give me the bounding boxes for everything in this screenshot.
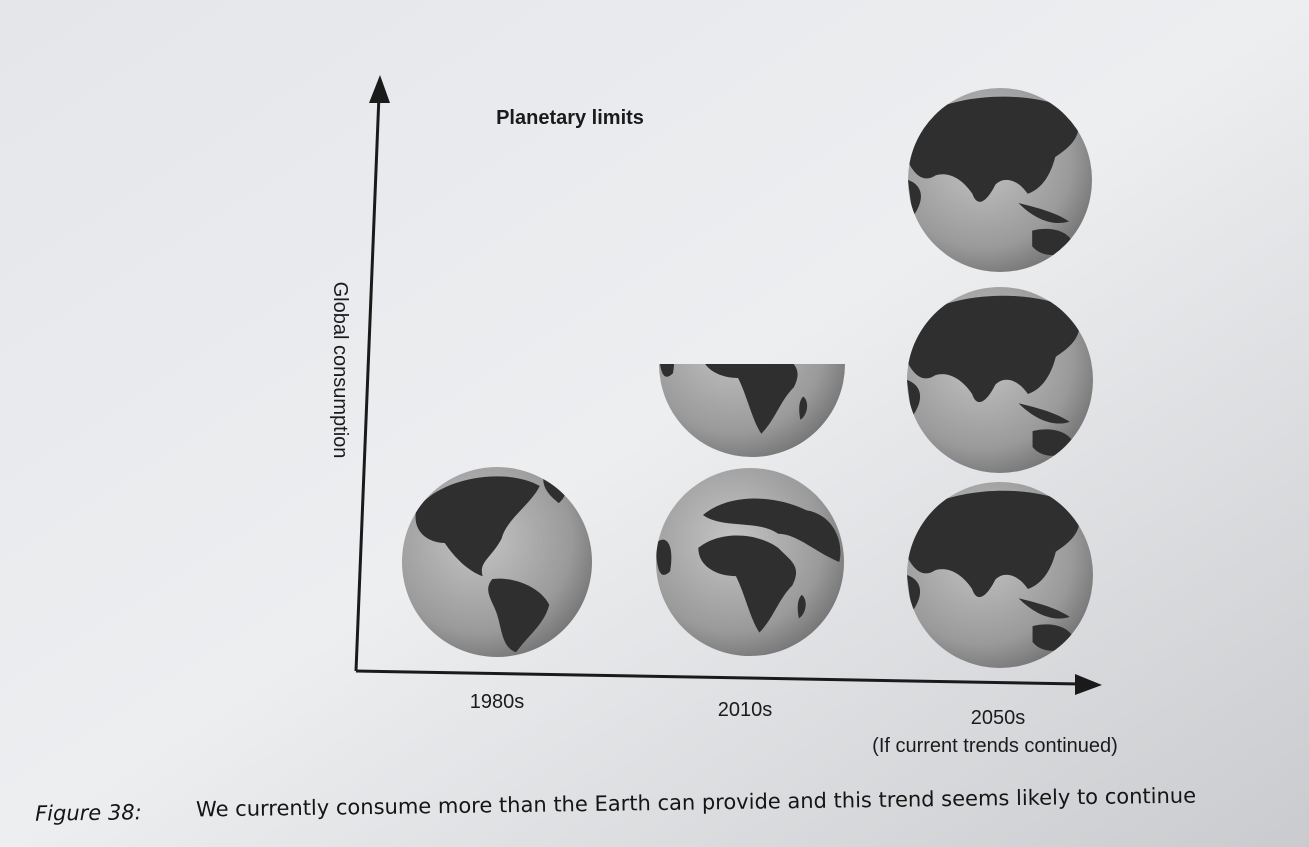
globe [908,88,1092,272]
globe [402,467,592,657]
page: Planetary limits Global consumption 1980… [0,0,1309,847]
x-label: 2050s [971,707,1026,729]
caption-label: Figure 38: [35,800,142,825]
globe [656,468,844,656]
paper [0,0,1309,847]
figure: Planetary limits Global consumption 1980… [0,0,1309,847]
globe [907,482,1093,668]
x-label: 1980s [470,691,525,713]
note: (If current trends continued) [872,735,1118,757]
x-label: 2010s [718,699,773,721]
globe [907,287,1093,473]
title: Planetary limits [496,107,644,129]
y-axis-label: Global consumption [329,282,351,459]
